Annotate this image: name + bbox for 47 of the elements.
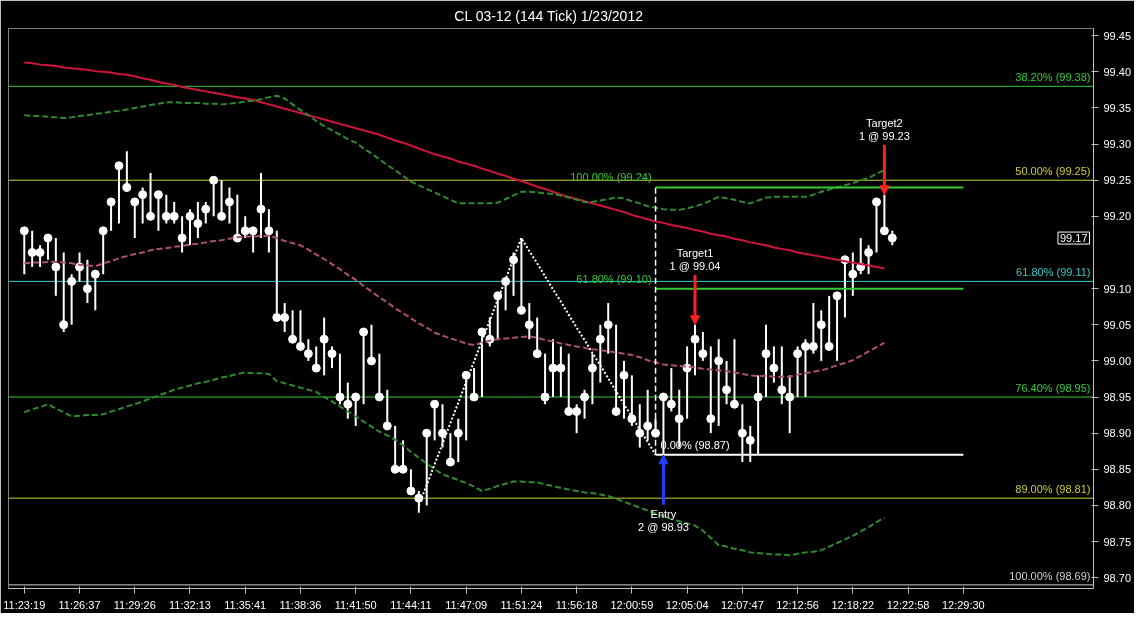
x-tick-label: 11:23:19 [3, 598, 46, 611]
ref-line-label: 89.00% (98.81) [1015, 483, 1091, 496]
x-tick-label: 12:18:22 [831, 598, 875, 611]
y-tick-label: 99.20 [1103, 210, 1132, 223]
annotation: 1 @ 99.04 [669, 259, 721, 272]
x-tick-label: 11:51:24 [500, 598, 543, 611]
x-tick-label: 12:07:47 [720, 598, 764, 611]
chart-title: CL 03-12 (144 Tick) 1/23/2012 [454, 7, 644, 24]
x-tick-label: 11:47:09 [445, 598, 488, 611]
ref-line-label: 76.40% (98.95) [1015, 382, 1091, 395]
x-tick-label: 11:44:11 [390, 598, 432, 611]
y-tick-label: 99.45 [1103, 29, 1132, 42]
y-tick-label: 98.70 [1103, 571, 1132, 584]
x-tick-label: 12:29:30 [941, 598, 985, 611]
annotation: Target1 [676, 246, 714, 259]
x-tick-label: 11:38:36 [279, 598, 322, 611]
x-tick-label: 12:22:58 [886, 598, 930, 611]
ref-line-label: 50.00% (99.25) [1015, 165, 1091, 178]
y-tick-label: 98.80 [1103, 499, 1132, 512]
y-tick-label: 99.40 [1103, 65, 1132, 78]
x-tick-label: 12:00:59 [610, 598, 654, 611]
annotation: Target2 [866, 116, 903, 129]
ref-line-label: 38.20% (99.38) [1015, 71, 1091, 84]
x-tick-label: 11:29:26 [113, 598, 156, 611]
y-tick-label: 98.85 [1103, 463, 1132, 476]
annotation: 2 @ 98.93 [637, 520, 689, 533]
y-tick-label: 99.00 [1103, 354, 1132, 367]
y-tick-label: 99.35 [1103, 101, 1132, 114]
annotation: 1 @ 99.23 [858, 129, 910, 142]
ref-line-label: 61.80% (99.11) [1016, 266, 1091, 279]
y-tick-label: 99.05 [1103, 318, 1132, 331]
x-tick-label: 12:12:56 [776, 598, 820, 611]
x-tick-label: 11:56:18 [555, 598, 598, 611]
text: 99.17 [1059, 232, 1088, 245]
x-tick-label: 11:26:37 [58, 598, 101, 611]
y-tick-label: 99.10 [1103, 282, 1132, 295]
y-tick-label: 98.90 [1103, 427, 1132, 440]
y-tick-label: 99.25 [1103, 174, 1132, 187]
x-tick-label: 11:32:13 [168, 598, 212, 611]
y-tick-label: 98.95 [1103, 391, 1132, 404]
x-tick-label: 12:05:04 [665, 598, 709, 611]
y-tick-label: 98.75 [1103, 535, 1132, 548]
x-tick-label: 11:35:41 [224, 598, 267, 611]
x-tick-label: 11:41:50 [334, 598, 377, 611]
ref-line-label: 100.00% (98.69) [1009, 569, 1091, 582]
y-tick-label: 99.30 [1103, 138, 1132, 151]
annotation: Entry [650, 507, 677, 520]
